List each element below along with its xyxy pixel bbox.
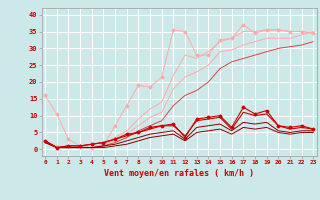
X-axis label: Vent moyen/en rafales ( km/h ): Vent moyen/en rafales ( km/h ) [104, 169, 254, 178]
